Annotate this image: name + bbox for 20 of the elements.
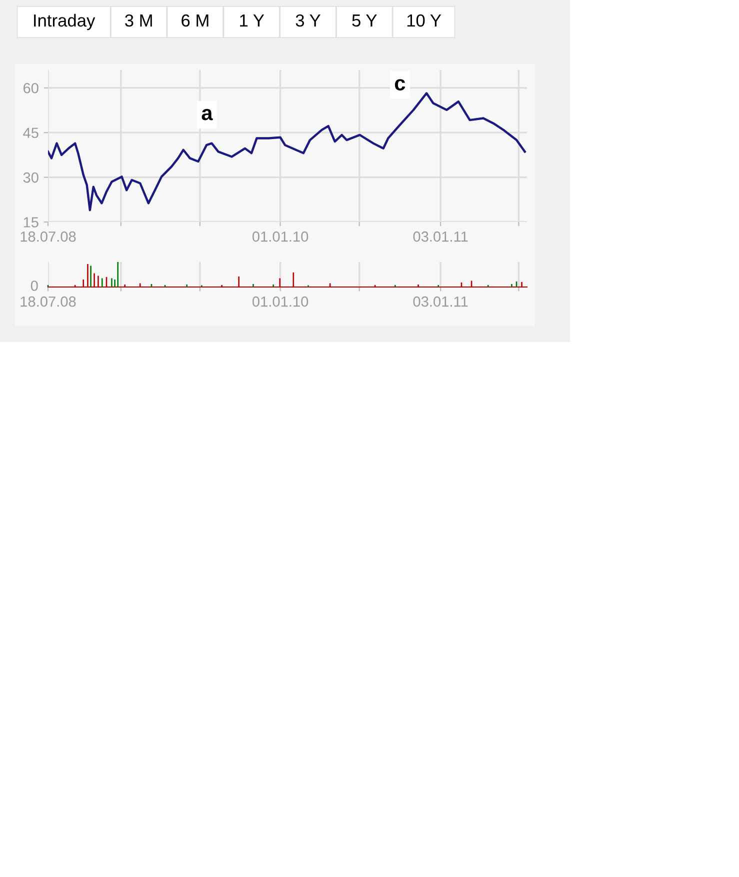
- text: 6 M: [182, 14, 208, 27]
- x-tick-label: 01.01.10: [252, 231, 308, 242]
- y-tick-label: 45: [23, 128, 38, 138]
- y-tick-label: 30: [23, 172, 38, 183]
- x-tick-label: 03.01.11: [413, 231, 468, 242]
- x-tick-label: 18.07.08: [20, 231, 76, 242]
- text: 3 M: [125, 14, 152, 27]
- annotation: c: [394, 79, 406, 90]
- text: 0: [30, 280, 38, 291]
- text: 5 Y: [352, 14, 377, 27]
- x-tick-label: 03.01.11: [413, 296, 468, 307]
- y-tick-label: 60: [23, 82, 38, 94]
- text: 1 Y: [240, 14, 264, 26]
- x-tick-label: 18.07.08: [20, 296, 76, 307]
- text: 3 Y: [296, 14, 320, 27]
- text: Intraday: [34, 14, 96, 30]
- y-tick-label: 15: [24, 217, 38, 228]
- x-tick-label: 01.01.10: [252, 296, 308, 307]
- annotation: a: [202, 108, 213, 120]
- text: 10 Y: [407, 14, 442, 27]
